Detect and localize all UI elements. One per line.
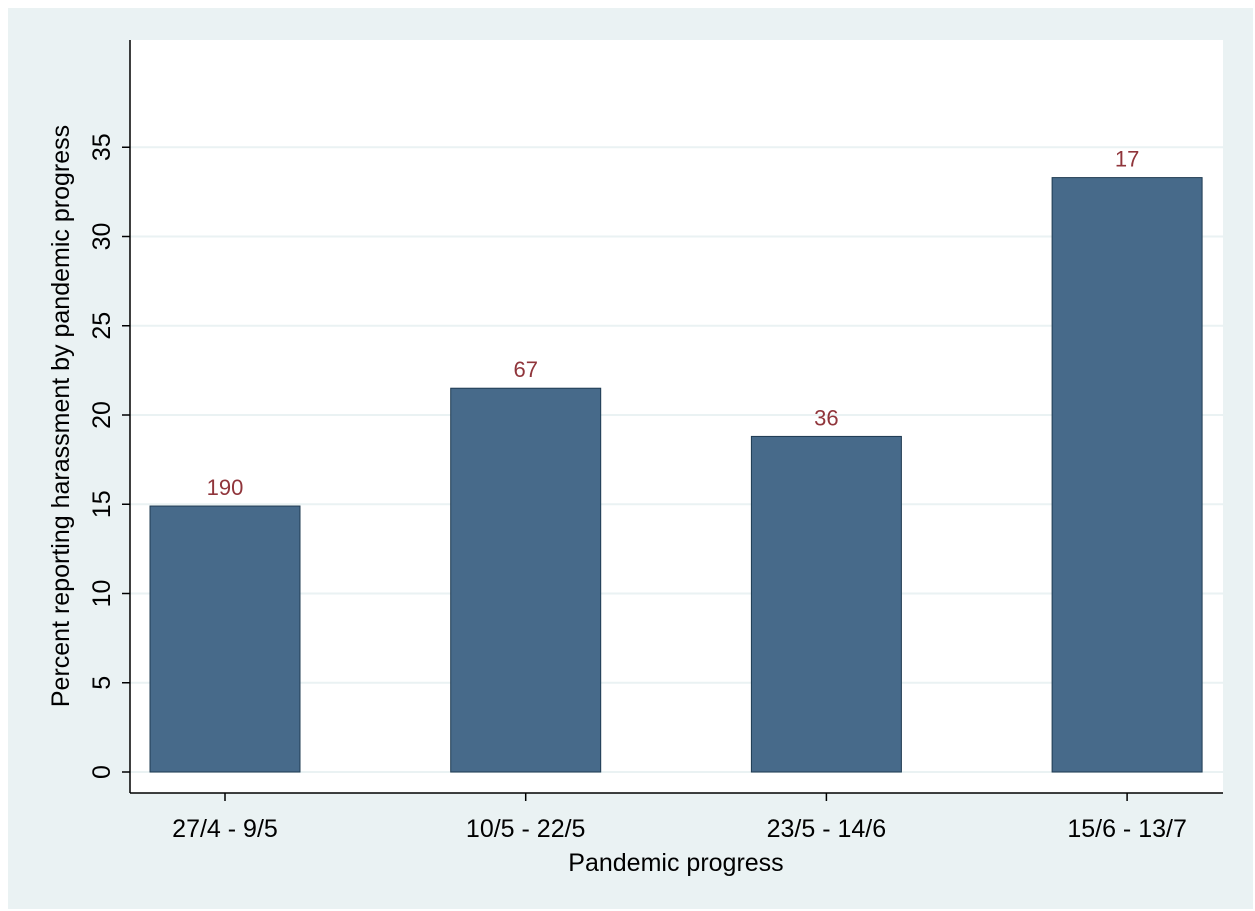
- data-label: 190: [207, 475, 244, 500]
- bars: [149, 177, 1203, 773]
- bar: [1051, 177, 1203, 773]
- plot-area: [130, 40, 1223, 793]
- data-label: 17: [1115, 147, 1139, 172]
- x-tick-label: 23/5 - 14/6: [767, 815, 887, 843]
- x-tick-label: 15/6 - 13/7: [1067, 815, 1187, 843]
- y-tick-label: 15: [88, 490, 116, 518]
- y-axis-title: Percent reporting harassment by pandemic…: [47, 125, 75, 707]
- gridlines: [130, 146, 1223, 773]
- x-ticks: 27/4 - 9/5 10/5 - 22/5 23/5 - 14/6 15/6 - 1…: [172, 793, 1187, 843]
- y-tick-label: 25: [88, 312, 116, 340]
- y-tick-label: 0: [88, 765, 116, 779]
- bar: [450, 387, 602, 773]
- bar: [149, 505, 301, 773]
- y-tick-label: 30: [88, 223, 116, 251]
- x-tick-label: 10/5 - 22/5: [466, 815, 586, 843]
- data-labels: 190 67 36 17: [207, 147, 1140, 500]
- y-tick-label: 5: [88, 676, 116, 690]
- y-ticks: 0 5 10 15 20 25 30 35: [88, 133, 130, 779]
- y-tick-label: 35: [88, 133, 116, 161]
- x-axis-title: Pandemic progress: [568, 849, 783, 877]
- data-label: 36: [814, 405, 838, 430]
- bar: [750, 435, 902, 773]
- y-tick-label: 10: [88, 580, 116, 608]
- y-tick-label: 20: [88, 401, 116, 429]
- x-tick-label: 27/4 - 9/5: [172, 815, 278, 843]
- data-label: 67: [513, 357, 537, 382]
